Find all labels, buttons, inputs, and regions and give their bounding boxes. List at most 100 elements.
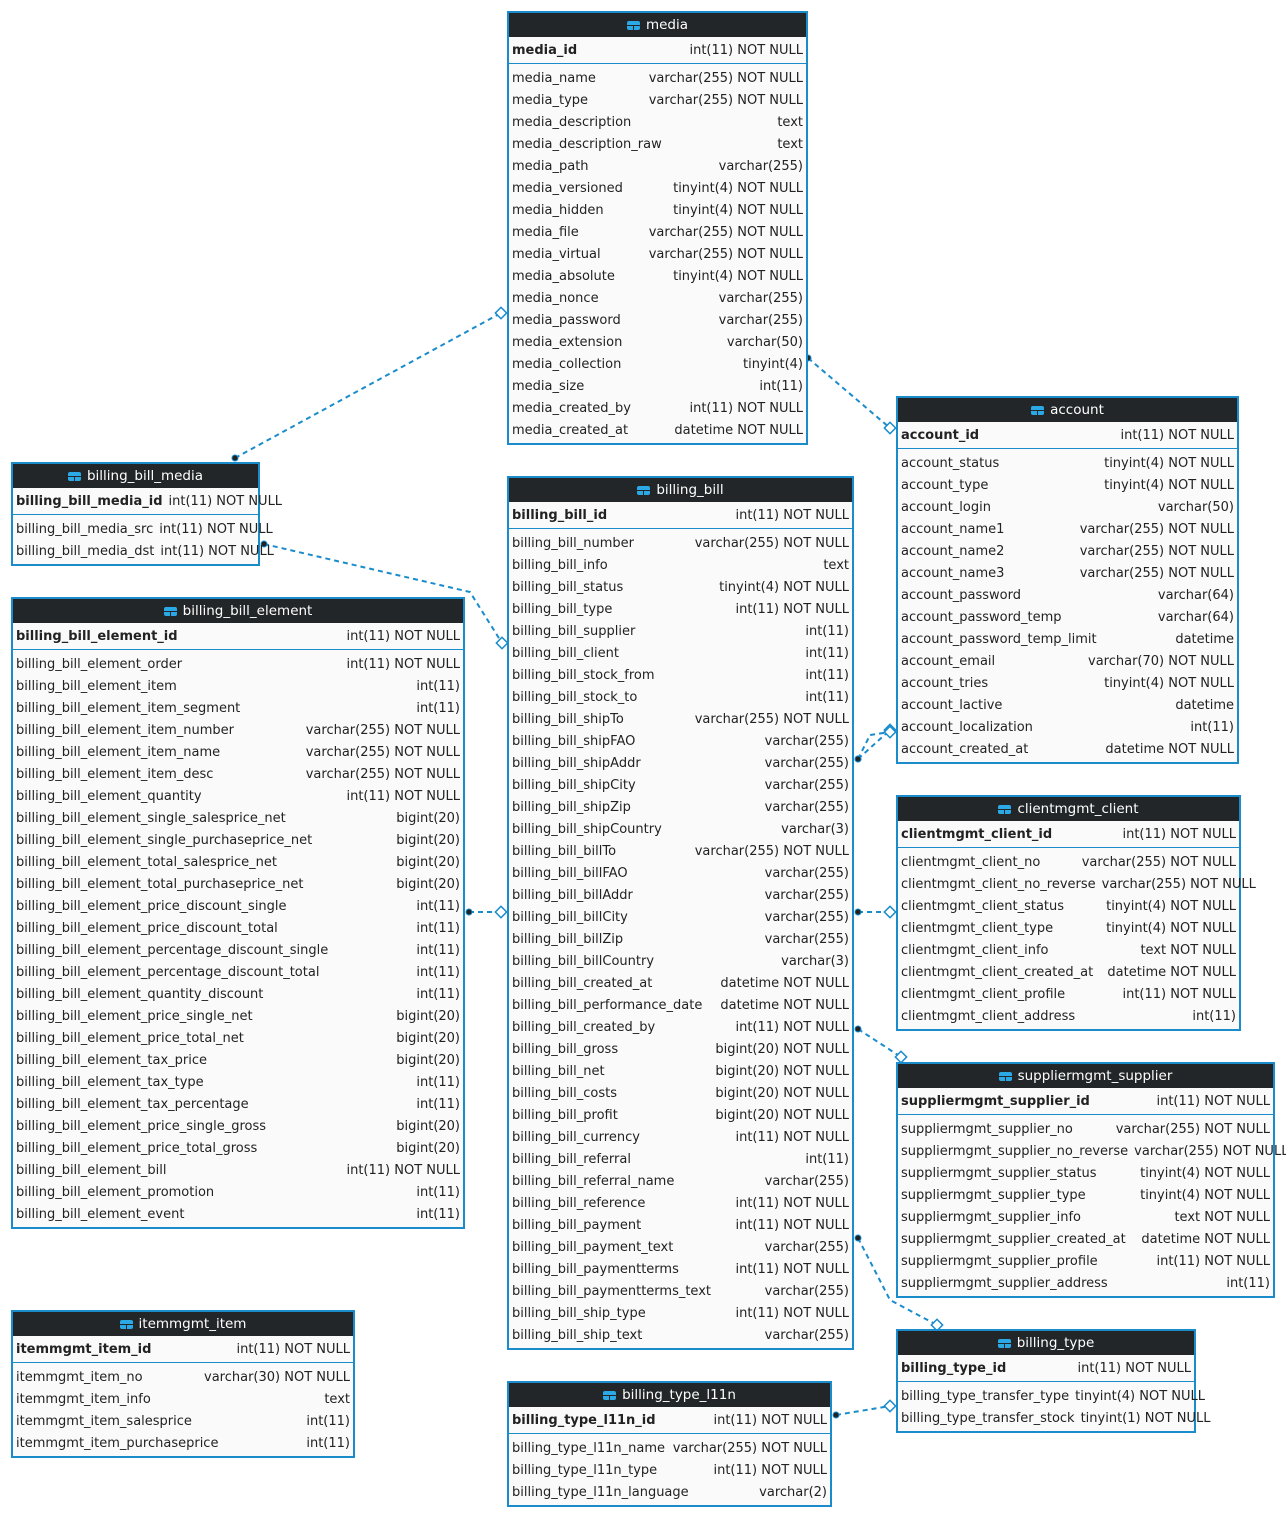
relationship-source-dot [854,1025,862,1033]
column-row: media_virtual varchar(255) NOT NULL [509,243,806,265]
column-name: billing_bill_element_item_number [16,722,234,738]
column-row: billing_bill_type int(11) NOT NULL [509,598,852,620]
column-type: varchar(50) [726,334,803,350]
column-row: account_password_temp_limit datetime [898,628,1237,650]
relationship-line [857,729,891,760]
column-name: billing_bill_element_event [16,1206,185,1222]
column-type: int(11) [1190,719,1234,735]
table-billing-type[interactable]: billing_type billing_type_id int(11) NOT N… [896,1329,1210,1433]
table-header[interactable]: suppliermgmt_supplier [898,1064,1273,1088]
table-header[interactable]: billing_type_l11n [509,1383,830,1407]
column-row: billing_bill_element_bill int(11) NOT NUL… [13,1159,463,1181]
column-row: media_description_raw text [509,133,806,155]
column-name: billing_bill_element_percentage_discount… [16,964,320,980]
relationship-line [857,1028,902,1058]
column-name: account_password_temp_limit [901,631,1097,647]
table-header[interactable]: itemmgmt_item [13,1312,353,1336]
column-row: media_name varchar(255) NOT NULL [509,67,806,89]
table-itemmgmt-item[interactable]: itemmgmt_item itemmgmt_item_id int(11) NOT… [11,1310,355,1458]
column-row: suppliermgmt_supplier_info text NOT NULL [898,1206,1273,1228]
column-type: varchar(255) [764,799,849,815]
column-type: int(11) NOT NULL [689,400,803,416]
column-row: billing_bill_ship_type int(11) NOT NULL [509,1302,852,1324]
table-header[interactable]: clientmgmt_client [898,797,1239,821]
column-name: billing_bill_element_price_single_net [16,1008,253,1024]
column-name: suppliermgmt_supplier_created_at [901,1231,1126,1247]
column-type: int(11) [805,1151,849,1167]
column-name: billing_bill_shipAddr [512,755,641,771]
table-account[interactable]: account account_id int(11) NOT NULL account… [896,396,1239,764]
column-name: itemmgmt_item_id [16,1341,152,1357]
column-row: media_extension varchar(50) [509,331,806,353]
table-name: itemmgmt_item [138,1316,247,1332]
column-name: clientmgmt_client_no_reverse [901,876,1096,892]
table-header[interactable]: billing_bill [509,478,852,502]
column-name: account_name1 [901,521,1005,537]
column-name: account_login [901,499,991,515]
column-name: billing_bill_element_quantity_discount [16,986,264,1002]
primary-key-row: clientmgmt_client_id int(11) NOT NULL [898,821,1239,848]
table-icon [163,606,177,616]
table-name: billing_type [1016,1335,1095,1351]
table-header[interactable]: billing_type [898,1331,1194,1355]
column-row: billing_bill_shipTo varchar(255) NOT NULL [509,708,852,730]
column-type: varchar(255) [764,777,849,793]
table-icon [67,471,81,481]
column-row: account_password varchar(64) [898,584,1237,606]
table-suppliermgmt-supplier[interactable]: suppliermgmt_supplier suppliermgmt_suppli… [896,1062,1286,1298]
column-name: suppliermgmt_supplier_info [901,1209,1081,1225]
column-row: clientmgmt_client_no_reverse varchar(255)… [898,873,1256,895]
column-row: billing_bill_element_single_purchasepric… [13,829,463,851]
column-name: media_type [512,92,589,108]
table-billing-bill[interactable]: billing_bill billing_bill_id int(11) NOT N… [507,476,854,1350]
column-row: account_password_temp varchar(64) [898,606,1237,628]
relationship-target-diamond [883,421,897,435]
column-row: billing_bill_created_at datetime NOT NULL [509,972,852,994]
column-row: billing_type_transfer_stock tinyint(1) NO… [898,1407,1210,1429]
column-name: billing_bill_element_tax_percentage [16,1096,249,1112]
column-row: billing_bill_element_price_single_gross b… [13,1115,463,1137]
table-billing-bill-media[interactable]: billing_bill_media billing_bill_media_id i… [11,462,282,566]
column-name: clientmgmt_client_created_at [901,964,1094,980]
column-type: tinyint(1) NOT NULL [1080,1410,1211,1426]
column-name: billing_bill_element_total_purchaseprice… [16,876,304,892]
column-type: int(11) NOT NULL [160,543,274,559]
column-row: account_email varchar(70) NOT NULL [898,650,1237,672]
table-header[interactable]: billing_bill_element [13,599,463,623]
column-name: suppliermgmt_supplier_no_reverse [901,1143,1129,1159]
table-header[interactable]: billing_bill_media [13,464,258,488]
column-type: varchar(64) [1157,609,1234,625]
column-type: varchar(255) NOT NULL [1079,543,1234,559]
table-clientmgmt-client[interactable]: clientmgmt_client clientmgmt_client_id int… [896,795,1256,1031]
column-row: billing_bill_billZip varchar(255) [509,928,852,950]
column-name: billing_bill_shipCity [512,777,636,793]
table-media[interactable]: media media_id int(11) NOT NULL media_name v… [507,11,808,445]
column-name: billing_bill_reference [512,1195,646,1211]
table-billing-bill-element[interactable]: billing_bill_element billing_bill_element… [11,597,465,1229]
column-row: billing_type_l11n_language varchar(2) [509,1481,830,1503]
column-row: billing_bill_billAddr varchar(255) [509,884,852,906]
column-row: media_path varchar(255) [509,155,806,177]
relationship-target-diamond [883,725,897,739]
column-row: billing_type_transfer_type tinyint(4) NOT… [898,1385,1205,1407]
column-name: billing_bill_type [512,601,613,617]
column-row: billing_bill_stock_to int(11) [509,686,852,708]
column-row: billing_bill_currency int(11) NOT NULL [509,1126,852,1148]
column-row: media_nonce varchar(255) [509,287,806,309]
table-header[interactable]: account [898,398,1237,422]
column-row: clientmgmt_client_info text NOT NULL [898,939,1239,961]
column-row: billing_bill_element_item_desc varchar(25… [13,763,463,785]
column-row: suppliermgmt_supplier_type tinyint(4) NOT… [898,1184,1273,1206]
table-billing-type-l11n[interactable]: billing_type_l11n billing_type_l11n_id int… [507,1381,832,1507]
column-row: suppliermgmt_supplier_no varchar(255) NOT… [898,1118,1273,1140]
column-name: account_name2 [901,543,1005,559]
column-type: varchar(255) NOT NULL [305,766,460,782]
column-name: billing_type_l11n_language [512,1484,689,1500]
column-name: billing_bill_element_tax_price [16,1052,207,1068]
column-name: suppliermgmt_supplier_id [901,1093,1090,1109]
column-type: int(11) [416,1096,460,1112]
column-row: account_name3 varchar(255) NOT NULL [898,562,1237,584]
table-header[interactable]: media [509,13,806,37]
column-row: billing_bill_shipCountry varchar(3) [509,818,852,840]
